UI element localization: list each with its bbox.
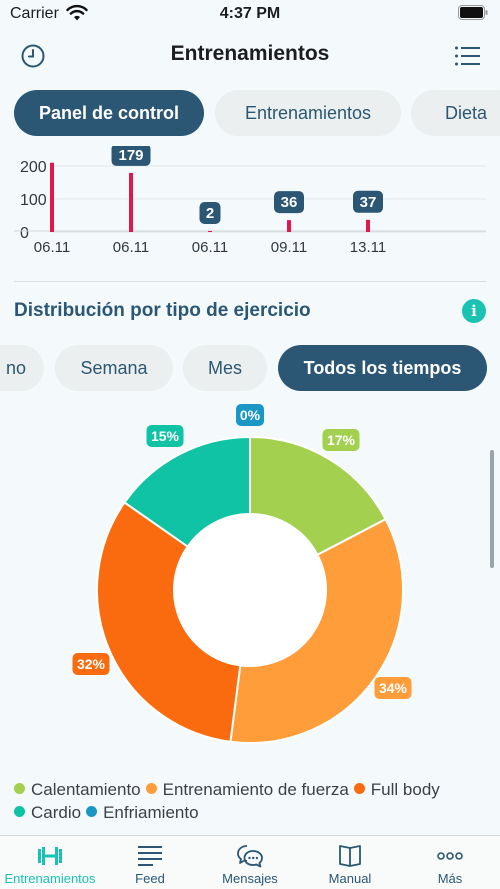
legend-color-dot: [145, 783, 157, 794]
x-tick-label: 13.11: [350, 239, 386, 256]
period-tab-month[interactable]: Mes: [183, 345, 267, 391]
legend-label: Entrenamiento de fuerza: [162, 780, 349, 799]
tab-bar-feed[interactable]: Feed: [100, 836, 200, 889]
bar-value-label: 36: [281, 194, 298, 211]
tab-label: Panel de control: [38, 102, 180, 123]
period-tab-week[interactable]: Semana: [55, 345, 173, 391]
legend-color-dot: [14, 783, 25, 794]
bar[interactable]: [50, 162, 54, 232]
navigation-bar: Entrenamientos: [0, 34, 500, 78]
scroll-indicator[interactable]: [490, 450, 494, 568]
period-filter-bar: no Semana Mes Todos los tiempos: [0, 345, 500, 393]
donut-slice[interactable]: [96, 501, 242, 743]
period-tab-label: Mes: [207, 357, 242, 378]
y-tick-label: 100: [20, 192, 47, 209]
bar[interactable]: [287, 220, 291, 232]
legend-item: Enfriamiento: [86, 801, 199, 824]
legend-label: Enfriamiento: [103, 803, 199, 822]
donut-slice[interactable]: [249, 435, 387, 557]
chart-legend: Calentamiento Entrenamiento de fuerza Full…: [14, 778, 486, 824]
tab-entrenamientos[interactable]: Entrenamientos: [215, 90, 401, 136]
tab-bar-label: Manual: [328, 871, 372, 886]
period-tab-label: no: [5, 357, 27, 378]
info-icon[interactable]: i: [462, 299, 486, 323]
slice-percent-badge: [72, 653, 110, 675]
top-tab-bar: Panel de control Entrenamientos Dieta: [14, 90, 500, 138]
bar-value-label: 2: [206, 205, 214, 222]
bar-value-badge: [353, 190, 383, 213]
slice-percent-label: 0%: [240, 407, 261, 423]
x-tick-label: 06.11: [192, 239, 228, 256]
slice-percent-badge: [322, 429, 360, 451]
exercise-distribution-donut: 17% 34% 32% 15% 0%: [72, 404, 412, 744]
tab-bar-mensajes[interactable]: Mensajes: [200, 836, 300, 889]
bar[interactable]: [208, 231, 212, 232]
slice-percent-badge: [236, 404, 264, 426]
tab-label: Entrenamientos: [244, 102, 372, 123]
tab-bar-label: Más: [437, 871, 463, 886]
section-divider: [14, 281, 486, 282]
legend-label: Cardio: [31, 803, 82, 822]
donut-slice[interactable]: [123, 435, 251, 548]
donut-slice[interactable]: [229, 517, 404, 744]
y-tick-label: 0: [20, 225, 29, 242]
legend-color-dot: [14, 806, 25, 817]
bar[interactable]: [129, 172, 133, 232]
bar-value-badge: [111, 146, 151, 166]
bar-value-label: 179: [118, 147, 143, 164]
legend-item: Calentamiento: [14, 778, 141, 801]
legend-item: Entrenamiento de fuerza: [145, 778, 349, 801]
feed-icon: [138, 846, 162, 866]
period-tab-all-time[interactable]: Todos los tiempos: [278, 345, 487, 391]
bar[interactable]: [366, 219, 370, 232]
y-tick-label: 200: [20, 159, 47, 176]
bar-value-badge: [274, 191, 304, 214]
x-tick-label: 06.11: [34, 239, 70, 256]
clock-time: 4:37 PM: [219, 5, 281, 22]
history-clock-icon[interactable]: [20, 43, 46, 69]
legend-item: Full body: [353, 778, 440, 801]
x-tick-label: 09.11: [271, 239, 307, 256]
legend-item: Cardio: [14, 801, 81, 824]
slice-percent-label: 34%: [379, 680, 408, 696]
legend-color-dot: [86, 806, 98, 817]
tab-bar-manual[interactable]: Manual: [300, 836, 400, 889]
list-menu-icon[interactable]: [454, 44, 480, 68]
slice-percent-label: 17%: [327, 432, 356, 448]
bottom-tab-bar: Entrenamientos Feed Mensajes Manual: [0, 835, 500, 889]
legend-label: Full body: [370, 780, 440, 799]
status-bar: Carrier 4:37 PM: [0, 0, 500, 34]
tab-panel-de-control[interactable]: Panel de control: [14, 90, 204, 136]
period-tab-day[interactable]: no: [0, 345, 44, 391]
slice-percent-badge: [146, 425, 184, 447]
book-icon: [339, 845, 361, 867]
carrier-label: Carrier: [10, 5, 59, 22]
more-icon: [437, 852, 463, 860]
donut-hole: [175, 515, 325, 665]
slice-percent-label: 15%: [151, 428, 180, 444]
section-title: Distribución por tipo de ejercicio: [14, 300, 311, 321]
chat-icon: [237, 845, 263, 868]
bar-value-label: 37: [360, 194, 377, 211]
legend-color-dot: [353, 783, 365, 794]
tab-bar-mas[interactable]: Más: [400, 836, 500, 889]
period-tab-label: Todos los tiempos: [303, 357, 462, 378]
tab-dieta[interactable]: Dieta: [411, 90, 500, 136]
wifi-icon: [66, 4, 88, 21]
period-tab-label: Semana: [80, 357, 148, 378]
tab-bar-label: Entrenamientos: [4, 871, 96, 886]
legend-label: Calentamiento: [31, 780, 141, 799]
workout-bar-chart: 200 100 0 06.11 179 06.11 2 06.11 36 09.11 37 13.11: [14, 146, 486, 256]
slice-percent-badge: [374, 677, 412, 699]
tab-bar-label: Feed: [135, 871, 165, 886]
slice-percent-label: 32%: [77, 656, 106, 672]
tab-bar-label: Mensajes: [222, 871, 278, 886]
dumbbell-icon: [38, 847, 62, 865]
battery-icon: [458, 5, 488, 20]
x-tick-label: 06.11: [113, 239, 149, 256]
page-title: Entrenamientos: [170, 42, 330, 65]
tab-label: Dieta: [444, 102, 488, 123]
bar-value-badge: [199, 202, 221, 224]
tab-bar-entrenamientos[interactable]: Entrenamientos: [0, 836, 100, 889]
